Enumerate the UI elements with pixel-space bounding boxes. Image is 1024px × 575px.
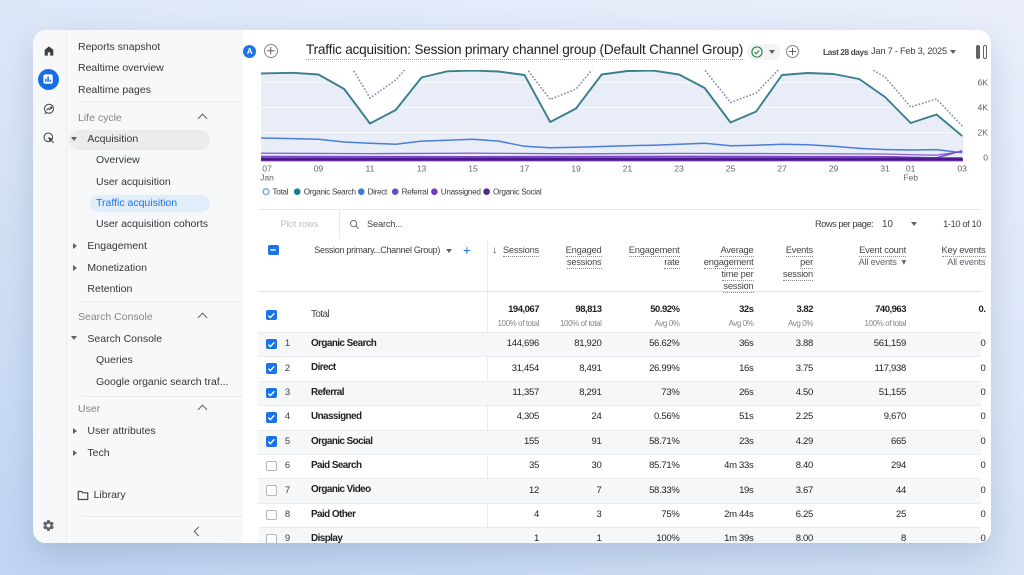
svg-text:Direct: Direct [368, 188, 388, 197]
svg-text:03: 03 [957, 164, 967, 174]
svg-text:4K: 4K [977, 103, 988, 113]
svg-text:23: 23 [674, 164, 684, 174]
svg-text:6K: 6K [977, 78, 988, 88]
svg-text:Jan: Jan [260, 173, 274, 183]
svg-text:29: 29 [829, 164, 839, 174]
svg-text:09: 09 [314, 164, 324, 174]
svg-text:Organic Search: Organic Search [304, 188, 357, 197]
svg-text:25: 25 [726, 164, 736, 174]
svg-text:17: 17 [520, 164, 530, 174]
svg-text:0: 0 [983, 153, 988, 163]
svg-text:Organic Social: Organic Social [493, 188, 542, 197]
svg-text:19: 19 [571, 164, 581, 174]
svg-text:2K: 2K [977, 128, 988, 138]
svg-text:13: 13 [417, 164, 427, 174]
svg-text:Feb: Feb [903, 173, 918, 183]
svg-text:01: 01 [906, 164, 916, 174]
svg-text:21: 21 [623, 164, 633, 174]
svg-text:Unassigned: Unassigned [441, 188, 482, 197]
svg-text:15: 15 [468, 164, 478, 174]
svg-text:31: 31 [880, 164, 890, 174]
svg-text:Referral: Referral [402, 188, 429, 197]
svg-text:11: 11 [366, 164, 375, 174]
svg-text:07: 07 [262, 164, 272, 174]
svg-text:27: 27 [777, 164, 787, 174]
svg-text:Total: Total [273, 188, 289, 197]
